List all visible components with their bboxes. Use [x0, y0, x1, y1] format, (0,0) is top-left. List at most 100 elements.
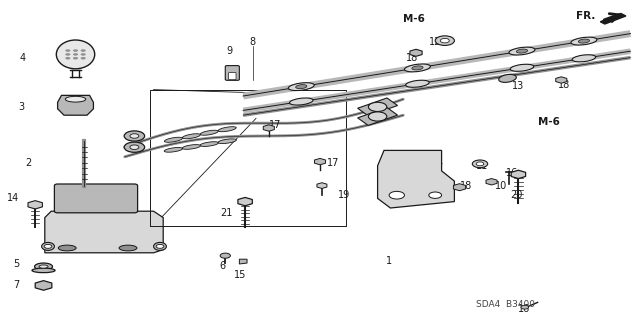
Circle shape — [429, 192, 442, 198]
Circle shape — [476, 162, 484, 166]
Circle shape — [81, 49, 86, 52]
Text: M-6: M-6 — [403, 14, 425, 24]
Text: SDA4  B3400: SDA4 B3400 — [476, 300, 535, 309]
Polygon shape — [600, 13, 626, 24]
Circle shape — [369, 102, 387, 111]
Ellipse shape — [579, 39, 589, 43]
Text: 18: 18 — [406, 52, 418, 63]
Text: 10: 10 — [495, 180, 508, 191]
Text: 17: 17 — [269, 120, 282, 130]
Polygon shape — [314, 158, 326, 165]
Text: 21: 21 — [220, 208, 232, 218]
Polygon shape — [45, 211, 163, 253]
Circle shape — [65, 49, 70, 52]
Circle shape — [472, 160, 488, 168]
Ellipse shape — [404, 64, 431, 72]
Polygon shape — [410, 49, 422, 56]
Text: 8: 8 — [250, 36, 256, 47]
Ellipse shape — [571, 37, 597, 45]
Text: 14: 14 — [7, 193, 19, 204]
Polygon shape — [358, 98, 397, 116]
Circle shape — [81, 57, 86, 60]
Ellipse shape — [572, 55, 596, 62]
Circle shape — [440, 38, 449, 43]
Circle shape — [521, 305, 529, 309]
Text: 18: 18 — [558, 80, 570, 90]
Text: 9: 9 — [226, 46, 232, 56]
Ellipse shape — [182, 134, 200, 139]
Circle shape — [130, 145, 139, 149]
Polygon shape — [35, 281, 52, 290]
Ellipse shape — [509, 47, 535, 55]
Polygon shape — [58, 95, 93, 115]
Circle shape — [435, 36, 454, 45]
Polygon shape — [263, 125, 275, 131]
Ellipse shape — [42, 243, 54, 250]
Polygon shape — [239, 259, 247, 264]
Circle shape — [73, 53, 78, 56]
Text: 2: 2 — [26, 158, 32, 168]
Text: 1: 1 — [386, 256, 392, 266]
Text: 17: 17 — [326, 158, 339, 168]
Ellipse shape — [406, 80, 429, 87]
Text: 18: 18 — [460, 180, 472, 191]
Text: 16: 16 — [506, 168, 518, 178]
Text: 5: 5 — [13, 259, 19, 269]
Circle shape — [44, 244, 52, 248]
FancyBboxPatch shape — [228, 73, 236, 80]
Polygon shape — [317, 183, 327, 188]
Text: 3: 3 — [18, 102, 24, 112]
Text: 12: 12 — [429, 36, 441, 47]
Ellipse shape — [56, 40, 95, 69]
Polygon shape — [556, 77, 567, 83]
Circle shape — [124, 142, 145, 152]
Circle shape — [65, 57, 70, 60]
Text: 19: 19 — [338, 190, 350, 200]
Polygon shape — [378, 150, 454, 208]
Text: 11: 11 — [476, 161, 488, 172]
Ellipse shape — [288, 83, 314, 91]
FancyBboxPatch shape — [225, 66, 239, 80]
Ellipse shape — [164, 148, 182, 152]
Polygon shape — [28, 201, 42, 209]
FancyBboxPatch shape — [54, 184, 138, 213]
Ellipse shape — [218, 127, 236, 132]
Ellipse shape — [35, 263, 52, 270]
Ellipse shape — [200, 142, 218, 147]
Circle shape — [73, 57, 78, 60]
Ellipse shape — [119, 245, 137, 251]
Text: 6: 6 — [220, 261, 226, 271]
Circle shape — [156, 244, 164, 248]
Circle shape — [389, 191, 404, 199]
Polygon shape — [511, 170, 525, 179]
Circle shape — [220, 253, 230, 258]
Ellipse shape — [510, 64, 534, 71]
Ellipse shape — [58, 245, 76, 251]
Ellipse shape — [200, 130, 218, 135]
Polygon shape — [238, 197, 252, 206]
Circle shape — [124, 131, 145, 141]
Ellipse shape — [296, 84, 307, 89]
Text: FR.: FR. — [576, 11, 595, 21]
Circle shape — [73, 49, 78, 52]
Ellipse shape — [39, 265, 48, 268]
Ellipse shape — [65, 96, 86, 102]
Ellipse shape — [499, 75, 516, 82]
Text: 4: 4 — [19, 52, 26, 63]
Circle shape — [65, 53, 70, 56]
Text: 16: 16 — [518, 304, 531, 314]
Text: 13: 13 — [512, 81, 524, 92]
Circle shape — [81, 53, 86, 56]
Text: 15: 15 — [234, 270, 246, 280]
Text: 7: 7 — [13, 280, 19, 290]
Ellipse shape — [32, 268, 55, 273]
Polygon shape — [486, 179, 497, 185]
Ellipse shape — [164, 137, 182, 142]
Text: M-6: M-6 — [538, 116, 559, 127]
Text: 20: 20 — [511, 190, 523, 200]
Circle shape — [130, 134, 139, 138]
Ellipse shape — [154, 243, 166, 250]
Ellipse shape — [218, 139, 236, 144]
Ellipse shape — [289, 98, 313, 105]
Ellipse shape — [516, 49, 527, 53]
